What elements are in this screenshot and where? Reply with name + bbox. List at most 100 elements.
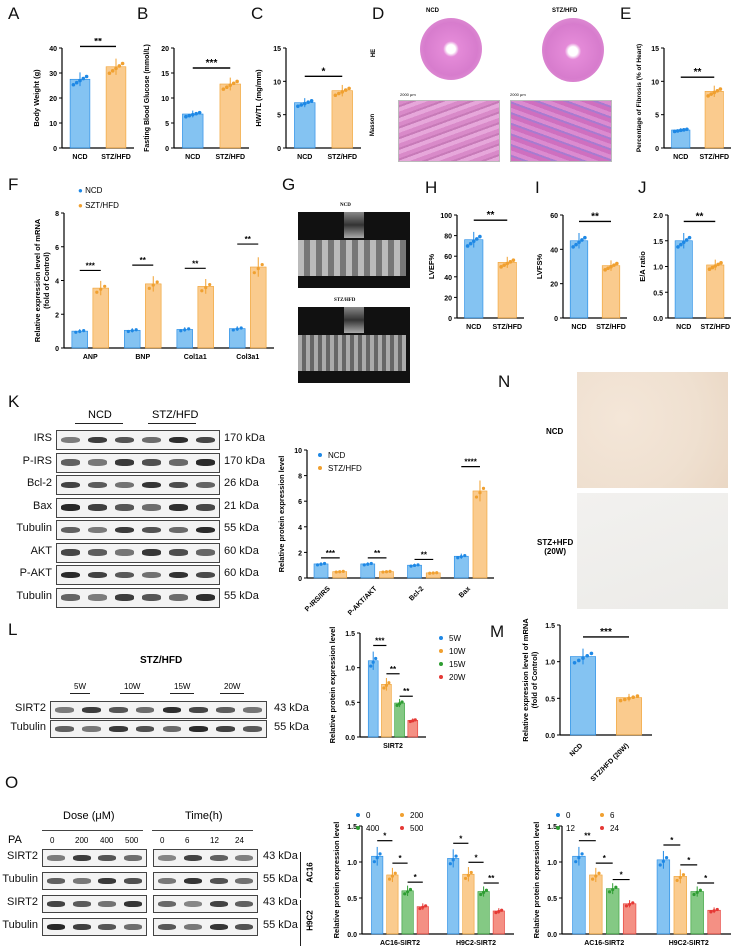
blot-kda-label: 26 kDa [224, 477, 259, 489]
chart-sirt2-time-course: 0.0 0.5 1.0 1.5 Relative protein expression … [328, 627, 466, 750]
blot-row-label: Tubulin [10, 721, 46, 733]
svg-text:6: 6 [298, 499, 302, 506]
svg-text:*: * [687, 856, 691, 865]
blot-kda-label: 60 kDa [224, 544, 259, 557]
svg-text:LVEF%: LVEF% [427, 254, 436, 280]
svg-text:**: ** [488, 874, 495, 883]
blot-strip [42, 849, 147, 867]
svg-text:15: 15 [161, 71, 169, 78]
svg-text:Col3a1: Col3a1 [236, 354, 259, 361]
svg-text:AC16-SIRT2: AC16-SIRT2 [380, 940, 420, 947]
svg-text:200: 200 [410, 811, 424, 820]
svg-text:1.0: 1.0 [545, 660, 555, 667]
blot-row-label: SIRT2 [7, 850, 38, 862]
svg-text:***: *** [86, 261, 96, 270]
svg-text:0: 0 [655, 146, 659, 153]
svg-text:4: 4 [55, 279, 59, 286]
svg-text:**: ** [390, 665, 397, 674]
svg-text:2: 2 [298, 550, 302, 557]
blot-strip-time [153, 918, 258, 936]
blot-kda-label: 43 kDa [263, 896, 298, 908]
svg-text:15W: 15W [449, 660, 466, 669]
blot-strip [56, 520, 220, 540]
svg-text:P-AKT/AKT: P-AKT/AKT [347, 585, 379, 617]
svg-text:Body Weight (g): Body Weight (g) [32, 69, 41, 127]
echo-image-stz [298, 307, 410, 383]
d-scale-bar: 2000 μm [400, 92, 416, 97]
panel-label-k: K [8, 392, 20, 411]
svg-text:0: 0 [448, 316, 452, 323]
svg-text:1.0: 1.0 [653, 265, 663, 272]
k-group-ncd: NCD [88, 409, 112, 421]
blot-row-label: Bax [33, 499, 52, 512]
chart-hw-tl: 0 5 10 15 HW/TL (mg/mm) NCD STZ/HFD * [254, 46, 361, 161]
svg-text:15: 15 [273, 46, 281, 53]
svg-text:Col1a1: Col1a1 [184, 354, 207, 361]
blot-strip [56, 430, 220, 450]
blot-kda-label: 43 kDa [263, 850, 298, 862]
svg-text:8: 8 [55, 211, 59, 218]
svg-text:30: 30 [49, 71, 57, 78]
svg-text:STZ/HFD: STZ/HFD [596, 324, 626, 331]
svg-text:24: 24 [610, 824, 619, 833]
blot-strip [50, 701, 267, 719]
svg-text:STZ/HFD: STZ/HFD [699, 154, 729, 161]
svg-text:**: ** [192, 259, 199, 268]
svg-text:BNP: BNP [135, 354, 150, 361]
svg-text:E/A ratio: E/A ratio [638, 251, 647, 282]
o-dose-value: 500 [125, 836, 139, 845]
svg-text:5W: 5W [449, 634, 461, 643]
blot-kda-label: 55 kDa [263, 873, 298, 885]
g-ncd-label: NCD [340, 203, 351, 208]
blot-strip [56, 475, 220, 495]
blot-kda-label: 55 kDa [274, 721, 309, 733]
svg-text:0.5: 0.5 [545, 696, 555, 703]
svg-text:NCD: NCD [676, 324, 691, 331]
panel-label-l: L [8, 620, 18, 639]
f-legend-item: ● SZT/HFD [78, 201, 119, 210]
echo-image-ncd [298, 212, 410, 288]
svg-text:***: *** [326, 549, 336, 558]
blot-strip [42, 872, 147, 890]
svg-text:STZ/HFD: STZ/HFD [492, 324, 522, 331]
chart-lvef: 0 20 40 60 80 100 LVEF% NCD STZ/HFD ** [427, 210, 524, 331]
g-stz-label: STZ/HFD [334, 298, 356, 303]
blot-strip-time [153, 895, 258, 913]
svg-text:0: 0 [53, 146, 57, 153]
blot-row-label: Tubulin [2, 873, 38, 885]
l-time-label: 10W [120, 682, 145, 694]
svg-text:0.0: 0.0 [347, 932, 357, 939]
o-time-line [152, 830, 253, 831]
o-dose-value: 200 [75, 836, 89, 845]
svg-text:2.0: 2.0 [653, 213, 663, 220]
blot-row-label: Tubulin [2, 919, 38, 931]
blot-row-label: IRS [33, 432, 52, 444]
blot-row-label: SIRT2 [15, 702, 46, 714]
blot-strip [42, 895, 147, 913]
d-masson-label: Masson [370, 113, 377, 137]
svg-text:*: * [670, 836, 674, 845]
svg-text:1.5: 1.5 [345, 631, 355, 638]
d-stz-label: STZ/HFD [552, 8, 578, 14]
svg-text:*: * [322, 66, 326, 77]
blot-strip [50, 720, 267, 738]
svg-text:5: 5 [655, 113, 659, 120]
svg-text:Bax: Bax [458, 585, 472, 599]
svg-text:1.5: 1.5 [653, 239, 663, 246]
svg-text:1.5: 1.5 [545, 623, 555, 630]
o-h9c2-bracket [300, 900, 301, 946]
o-h9c2-label: H9C2 [305, 910, 315, 931]
svg-text:NCD: NCD [185, 154, 200, 161]
svg-text:0.0: 0.0 [547, 932, 557, 939]
svg-text:20: 20 [444, 295, 452, 302]
svg-text:4: 4 [298, 525, 302, 532]
svg-text:5: 5 [277, 113, 281, 120]
svg-text:H9C2-SIRT2: H9C2-SIRT2 [456, 940, 496, 947]
svg-text:**: ** [584, 832, 591, 841]
svg-text:H9C2-SIRT2: H9C2-SIRT2 [669, 940, 709, 947]
blot-row-label: AKT [30, 544, 52, 557]
svg-text:10: 10 [651, 79, 659, 86]
panel-label-i: I [535, 178, 540, 197]
blot-row-label: SIRT2 [7, 896, 38, 908]
